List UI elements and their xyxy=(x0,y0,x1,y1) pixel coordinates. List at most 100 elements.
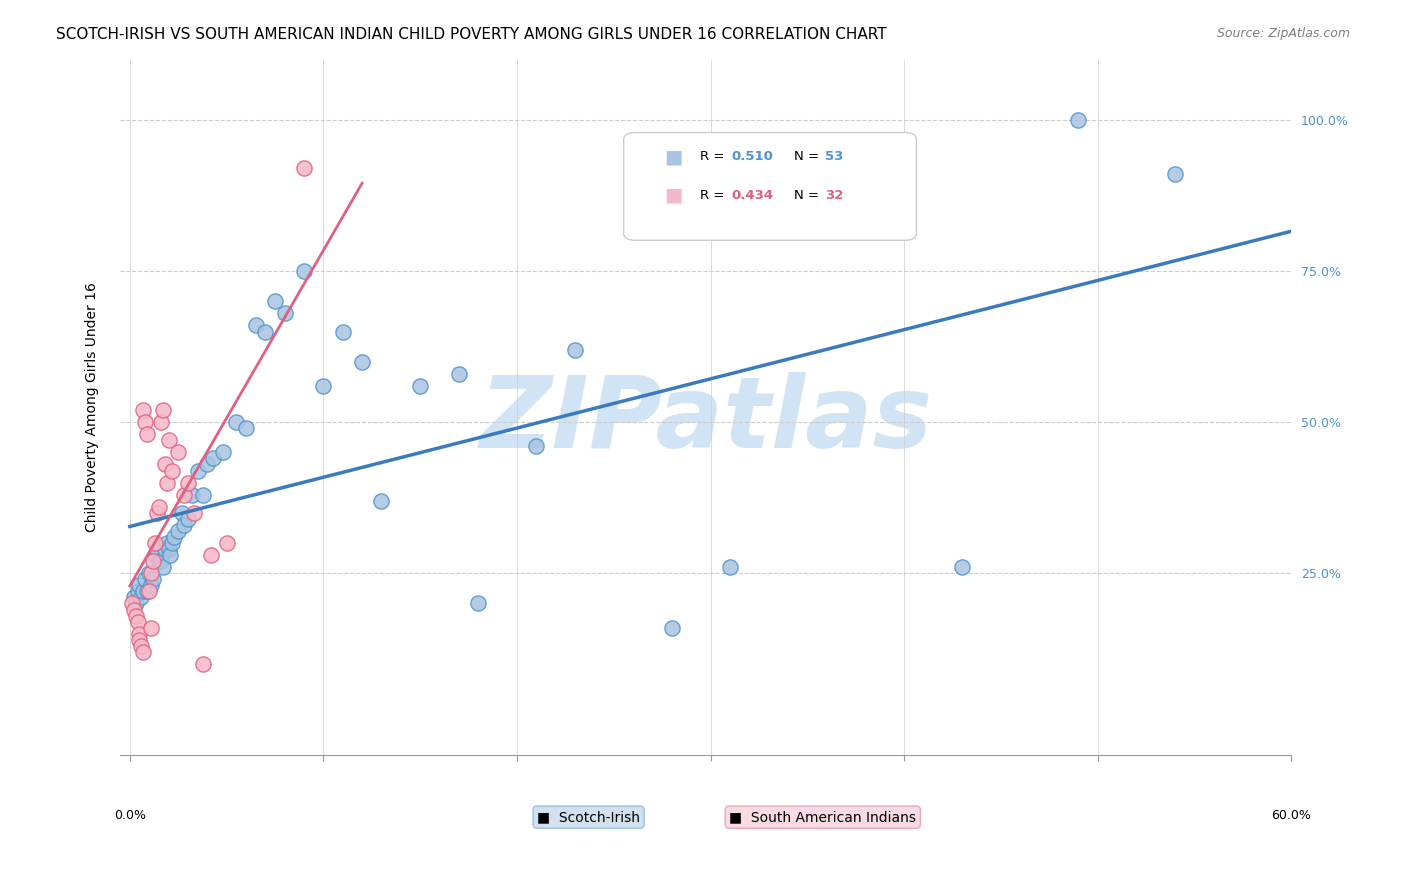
Point xyxy=(134,415,156,429)
Point xyxy=(127,584,149,599)
Point xyxy=(143,548,166,562)
Point xyxy=(155,536,177,550)
Text: 60.0%: 60.0% xyxy=(1271,809,1312,822)
Point xyxy=(138,584,160,599)
Point xyxy=(124,608,146,623)
Point xyxy=(167,524,190,538)
Point xyxy=(153,542,176,557)
Point xyxy=(370,493,392,508)
Point xyxy=(352,355,374,369)
Point xyxy=(122,591,145,605)
Point xyxy=(162,536,184,550)
Point xyxy=(148,554,170,568)
Point xyxy=(157,542,180,557)
Point xyxy=(139,578,162,592)
Text: R =: R = xyxy=(700,151,724,163)
Point xyxy=(292,161,315,176)
Point xyxy=(1067,113,1090,128)
Point xyxy=(950,560,973,574)
Point xyxy=(149,554,172,568)
Point xyxy=(173,488,195,502)
Text: 0.510: 0.510 xyxy=(731,151,773,163)
Text: N =: N = xyxy=(793,151,818,163)
Point xyxy=(163,530,186,544)
Text: ■: ■ xyxy=(665,186,683,204)
Point xyxy=(142,572,165,586)
Point xyxy=(211,445,233,459)
Text: 0.434: 0.434 xyxy=(731,188,773,202)
Point xyxy=(134,572,156,586)
Point xyxy=(312,379,335,393)
Point xyxy=(128,578,150,592)
Point xyxy=(143,536,166,550)
Text: ■  Scotch-Irish: ■ Scotch-Irish xyxy=(537,810,640,824)
Point xyxy=(200,548,222,562)
Point xyxy=(235,421,257,435)
Point xyxy=(138,566,160,581)
Point xyxy=(661,621,683,635)
Text: N =: N = xyxy=(793,188,818,202)
Text: ■  South American Indians: ■ South American Indians xyxy=(730,810,917,824)
Point xyxy=(157,434,180,448)
Point xyxy=(183,506,205,520)
Point xyxy=(167,445,190,459)
Point xyxy=(173,517,195,532)
Point xyxy=(152,403,174,417)
Point xyxy=(139,566,162,581)
Point xyxy=(273,306,295,320)
Point xyxy=(121,597,143,611)
Point xyxy=(409,379,432,393)
Point xyxy=(142,554,165,568)
Point xyxy=(187,463,209,477)
Point xyxy=(148,500,170,514)
Point xyxy=(193,488,215,502)
Point xyxy=(122,602,145,616)
Text: 0.0%: 0.0% xyxy=(114,809,146,822)
Point xyxy=(162,463,184,477)
Point xyxy=(447,367,470,381)
Point xyxy=(131,591,153,605)
Point xyxy=(245,318,267,333)
Point xyxy=(132,645,155,659)
Point xyxy=(146,542,169,557)
Point xyxy=(1164,168,1187,182)
Text: SCOTCH-IRISH VS SOUTH AMERICAN INDIAN CHILD POVERTY AMONG GIRLS UNDER 16 CORRELA: SCOTCH-IRISH VS SOUTH AMERICAN INDIAN CH… xyxy=(56,27,887,42)
Text: 53: 53 xyxy=(825,151,844,163)
Point xyxy=(128,626,150,640)
Point xyxy=(152,560,174,574)
Point xyxy=(564,343,586,357)
Point xyxy=(332,325,354,339)
Point xyxy=(124,597,146,611)
FancyBboxPatch shape xyxy=(624,133,917,240)
Point xyxy=(264,294,287,309)
Point xyxy=(193,657,215,671)
Point xyxy=(149,415,172,429)
Point xyxy=(131,639,153,653)
Point xyxy=(153,458,176,472)
Point xyxy=(159,548,181,562)
Y-axis label: Child Poverty Among Girls Under 16: Child Poverty Among Girls Under 16 xyxy=(86,282,100,532)
Point xyxy=(292,264,315,278)
Text: ■: ■ xyxy=(665,147,683,167)
Point xyxy=(180,488,202,502)
Point xyxy=(139,621,162,635)
Point xyxy=(254,325,277,339)
Text: Source: ZipAtlas.com: Source: ZipAtlas.com xyxy=(1216,27,1350,40)
Point xyxy=(155,475,177,490)
Point xyxy=(127,615,149,629)
Point xyxy=(136,427,159,442)
Point xyxy=(170,506,193,520)
Point xyxy=(128,632,150,647)
Point xyxy=(524,439,547,453)
Point xyxy=(202,451,225,466)
Text: ZIPatlas: ZIPatlas xyxy=(479,373,932,469)
Point xyxy=(195,458,218,472)
Point xyxy=(177,475,200,490)
Point xyxy=(132,584,155,599)
Point xyxy=(718,560,741,574)
Point xyxy=(467,597,489,611)
Point xyxy=(215,536,238,550)
Point xyxy=(146,506,169,520)
Point xyxy=(225,415,247,429)
Point xyxy=(132,403,155,417)
